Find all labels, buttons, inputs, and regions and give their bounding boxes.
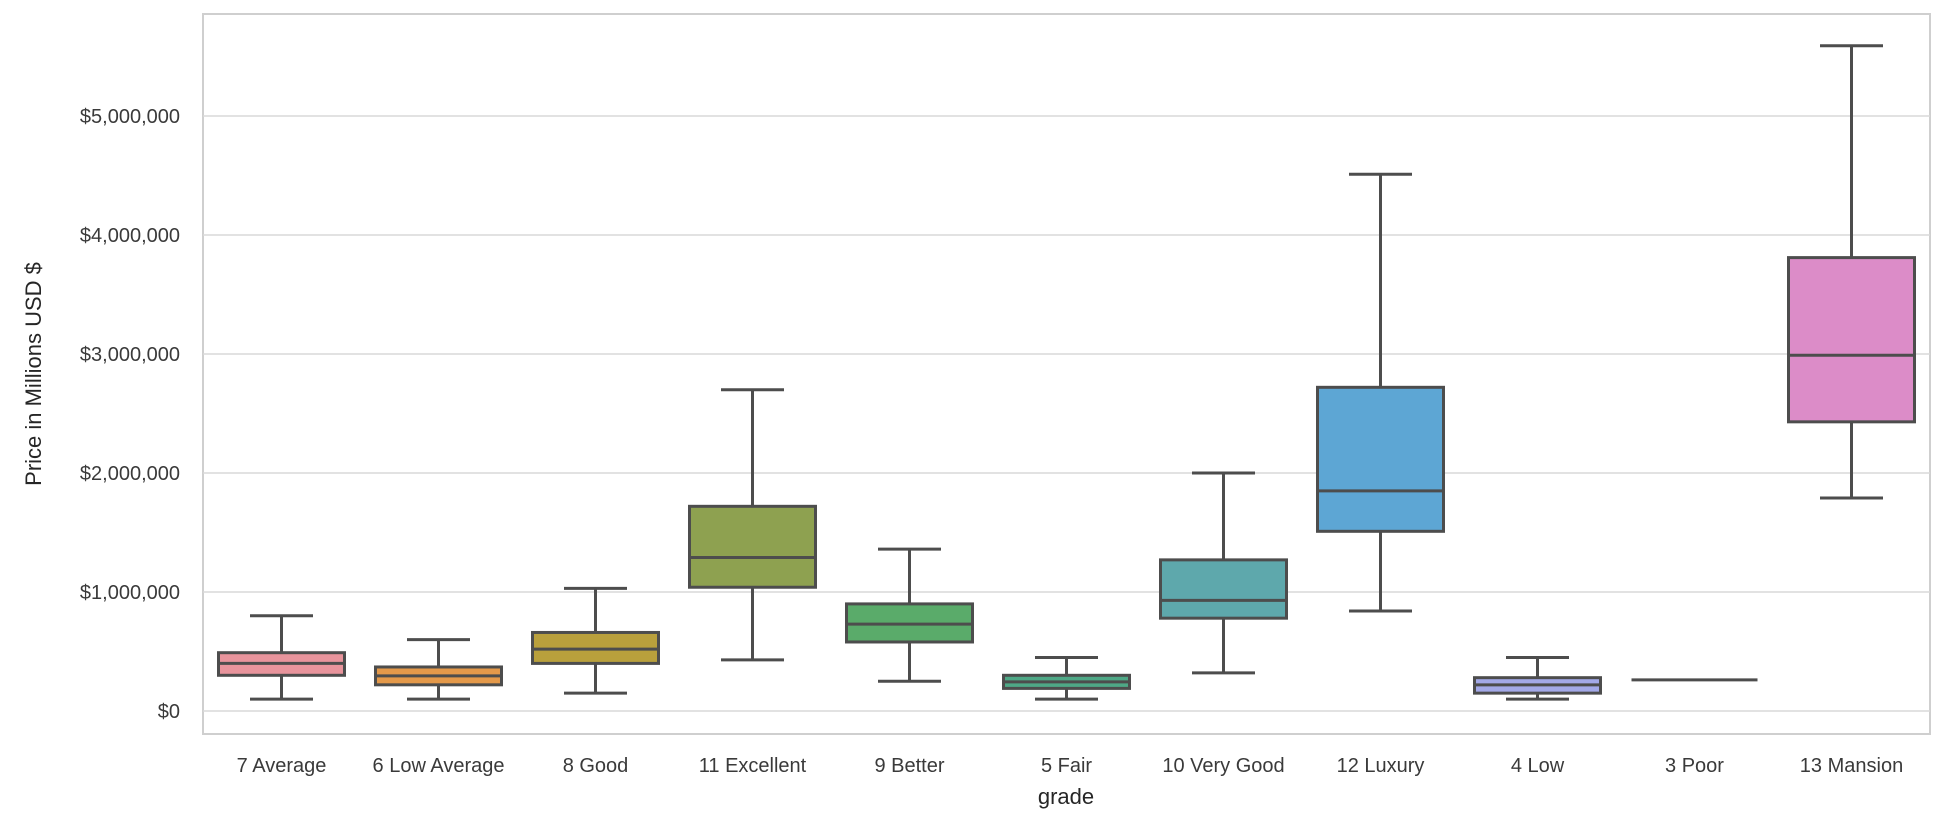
box-4-low	[1473, 655, 1602, 701]
x-tick-label: 10 Very Good	[1162, 755, 1284, 777]
gridlines	[203, 115, 1930, 712]
x-tick-labels: 7 Average 6 Low Average 8 Good 11 Excellent…	[237, 755, 1904, 777]
box-8-good	[531, 586, 660, 695]
box-13-mansion	[1787, 44, 1916, 500]
iqr-box	[688, 504, 817, 589]
y-tick-label: $3,000,000	[80, 344, 180, 366]
x-tick-label: 9 Better	[874, 755, 944, 777]
box-5-fair	[1002, 655, 1131, 701]
plot-area	[202, 13, 1931, 735]
iqr-box	[1159, 558, 1288, 620]
y-tick-label: $1,000,000	[80, 582, 180, 604]
y-tick-label: $2,000,000	[80, 463, 180, 485]
x-tick-label: 11 Excellent	[699, 755, 807, 777]
x-tick-label: 4 Low	[1511, 755, 1565, 777]
box-10-very-good	[1159, 471, 1288, 675]
y-axis-label: Price in Millions USD $	[21, 262, 46, 486]
x-tick-label: 8 Good	[563, 755, 629, 777]
box-7-average	[217, 614, 346, 701]
x-tick-label: 12 Luxury	[1337, 755, 1425, 777]
x-tick-label: 7 Average	[237, 755, 327, 777]
y-tick-label: $4,000,000	[80, 225, 180, 247]
y-tick-labels: $0 $1,000,000 $2,000,000 $3,000,000 $4,000,0…	[80, 106, 180, 723]
iqr-box	[1787, 256, 1916, 424]
box-6-low-average	[374, 638, 503, 701]
y-tick-label: $5,000,000	[80, 106, 180, 128]
box-12-luxury	[1316, 172, 1445, 613]
iqr-box	[1316, 385, 1445, 533]
x-tick-label: 3 Poor	[1665, 755, 1724, 777]
y-tick-label: $0	[158, 701, 180, 723]
box-9-better	[845, 547, 974, 683]
box-11-excellent	[688, 388, 817, 662]
x-axis-label: grade	[1038, 784, 1094, 809]
x-tick-label: 13 Mansion	[1800, 755, 1903, 777]
x-tick-label: 5 Fair	[1041, 755, 1092, 777]
x-tick-label: 6 Low Average	[373, 755, 505, 777]
boxes	[217, 44, 1916, 701]
